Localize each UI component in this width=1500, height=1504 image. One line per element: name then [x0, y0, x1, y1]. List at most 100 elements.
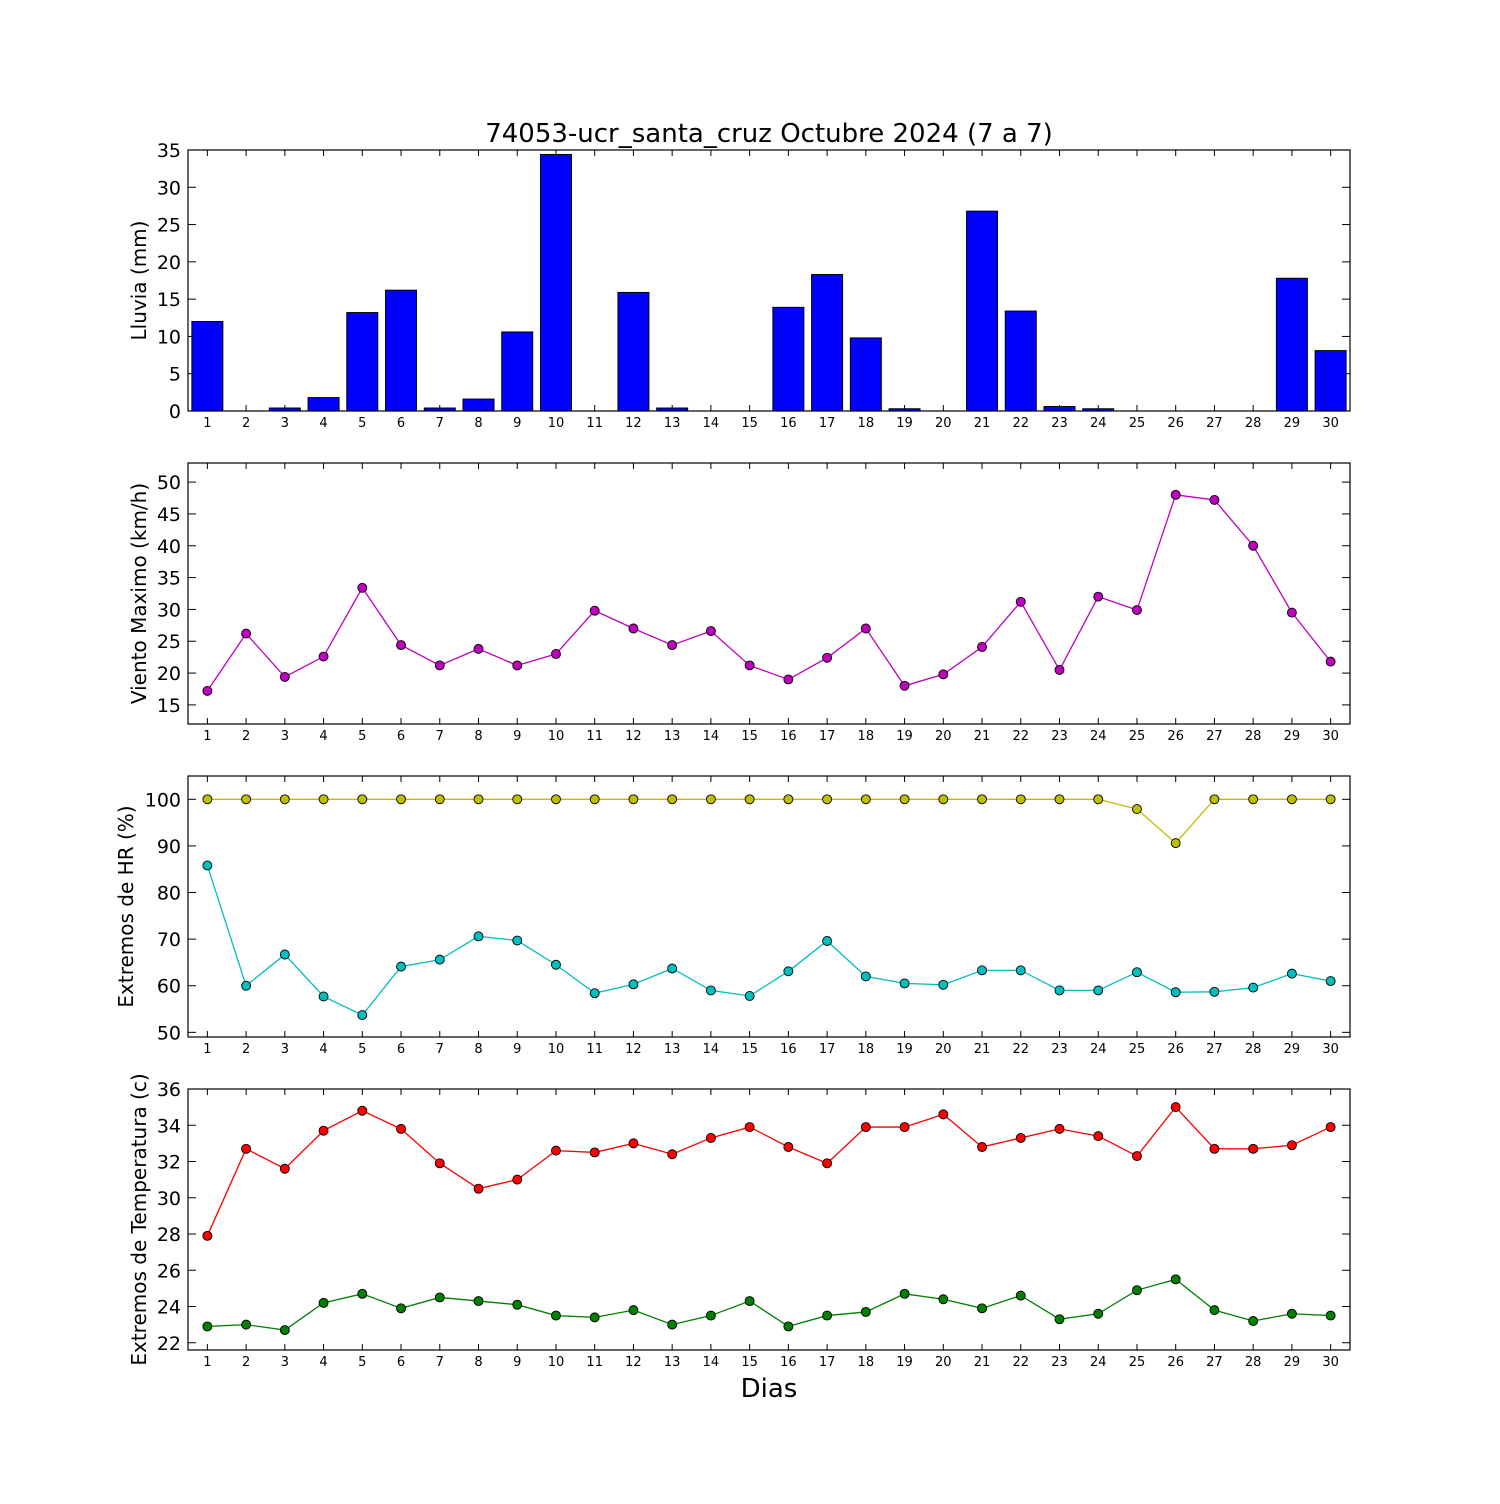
- plot-frame: [187, 1088, 1351, 1351]
- y-axis-label: Lluvia (mm): [127, 221, 151, 341]
- x-tick-label: 27: [1206, 1042, 1223, 1057]
- data-point: [434, 660, 445, 671]
- y-tick-label: 70: [157, 929, 181, 951]
- rain-bar: [888, 408, 921, 412]
- x-tick-label: 11: [586, 1042, 603, 1057]
- data-point: [1325, 656, 1336, 667]
- data-point: [1132, 804, 1142, 815]
- data-point: [241, 1143, 252, 1154]
- data-point: [279, 1163, 290, 1174]
- data-point: [1054, 664, 1065, 675]
- data-point: [938, 669, 949, 680]
- data-point: [396, 1123, 406, 1134]
- data-point: [279, 671, 290, 682]
- data-point: [1170, 1102, 1181, 1113]
- rain-bar: [501, 331, 534, 412]
- x-tick-label: 17: [819, 1042, 836, 1057]
- rain-bar: [1043, 406, 1076, 412]
- data-point: [628, 979, 639, 990]
- x-tick-label: 8: [474, 416, 482, 431]
- y-axis-label: Extremos de Temperatura (c): [127, 1073, 151, 1365]
- x-tick-label: 23: [1051, 1042, 1068, 1057]
- data-point: [667, 1149, 678, 1160]
- data-point: [938, 979, 949, 990]
- y-tick-label: 100: [145, 789, 181, 811]
- data-point: [822, 652, 833, 663]
- x-tick-label: 12: [625, 1042, 642, 1057]
- x-tick-label: 17: [819, 416, 836, 431]
- y-axis-label: Viento Maximo (km/h): [127, 483, 151, 704]
- data-point: [241, 1319, 252, 1330]
- x-tick-label: 5: [358, 1355, 366, 1370]
- data-point: [1248, 794, 1259, 805]
- y-tick-label: 26: [157, 1260, 181, 1282]
- x-tick-label: 10: [548, 1355, 565, 1370]
- x-tick-label: 3: [281, 1042, 289, 1057]
- rain-bar: [462, 398, 495, 412]
- x-tick-label: 15: [741, 1355, 758, 1370]
- x-tick-label: 28: [1245, 1355, 1262, 1370]
- series-line-2: [207, 1278, 1331, 1331]
- y-tick-label: 50: [157, 472, 181, 494]
- x-tick-label: 10: [548, 729, 565, 744]
- data-point: [551, 794, 561, 805]
- x-tick-label: 8: [474, 729, 482, 744]
- data-point: [396, 961, 406, 972]
- data-point: [667, 794, 678, 805]
- x-tick-label: 13: [664, 729, 681, 744]
- x-tick-label: 26: [1167, 729, 1184, 744]
- x-tick-label: 20: [935, 1042, 952, 1057]
- data-point: [667, 963, 678, 974]
- data-point: [938, 1294, 949, 1305]
- data-point: [1286, 607, 1297, 618]
- data-point: [241, 980, 252, 991]
- chart-title: 74053-ucr_santa_cruz Octubre 2024 (7 a 7…: [485, 119, 1053, 149]
- data-point: [202, 1321, 213, 1332]
- x-tick-label: 13: [664, 1042, 681, 1057]
- data-point: [1054, 1123, 1065, 1134]
- x-tick-label: 1: [203, 729, 211, 744]
- data-point: [551, 959, 561, 970]
- x-tick-label: 24: [1090, 1042, 1107, 1057]
- x-tick-label: 26: [1167, 416, 1184, 431]
- x-tick-label: 9: [513, 729, 521, 744]
- x-tick-label: 4: [319, 729, 327, 744]
- x-tick-label: 29: [1284, 416, 1301, 431]
- rain-bar: [268, 407, 301, 412]
- y-tick-label: 15: [157, 695, 181, 717]
- data-point: [589, 1147, 600, 1158]
- rain-bar: [617, 291, 650, 412]
- x-tick-label: 28: [1245, 1042, 1262, 1057]
- data-point: [396, 794, 406, 805]
- data-point: [899, 1288, 910, 1299]
- x-tick-label: 12: [625, 729, 642, 744]
- x-tick-label: 12: [625, 1355, 642, 1370]
- x-tick-label: 2: [242, 729, 250, 744]
- rain-bar: [1314, 350, 1347, 412]
- plot-frame: [187, 462, 1351, 725]
- x-tick-label: 30: [1322, 416, 1339, 431]
- x-tick-label: 7: [436, 729, 444, 744]
- data-point: [860, 623, 871, 634]
- data-point: [1325, 976, 1336, 987]
- data-point: [1132, 605, 1142, 616]
- y-tick-label: 40: [157, 536, 181, 558]
- data-point: [318, 1125, 329, 1136]
- data-point: [667, 640, 678, 651]
- data-point: [473, 643, 484, 654]
- y-tick-label: 80: [157, 883, 181, 905]
- x-tick-label: 9: [513, 1355, 521, 1370]
- x-tick-label: 15: [741, 1042, 758, 1057]
- data-point: [357, 1105, 368, 1116]
- x-tick-label: 30: [1322, 729, 1339, 744]
- data-point: [279, 794, 290, 805]
- series-line-1: [207, 798, 1331, 845]
- x-tick-label: 7: [436, 1355, 444, 1370]
- x-tick-label: 5: [358, 1042, 366, 1057]
- series-line-1: [206, 494, 1332, 692]
- data-point: [1209, 986, 1220, 997]
- x-tick-label: 28: [1245, 729, 1262, 744]
- y-tick-label: 35: [157, 568, 181, 590]
- data-point: [860, 794, 871, 805]
